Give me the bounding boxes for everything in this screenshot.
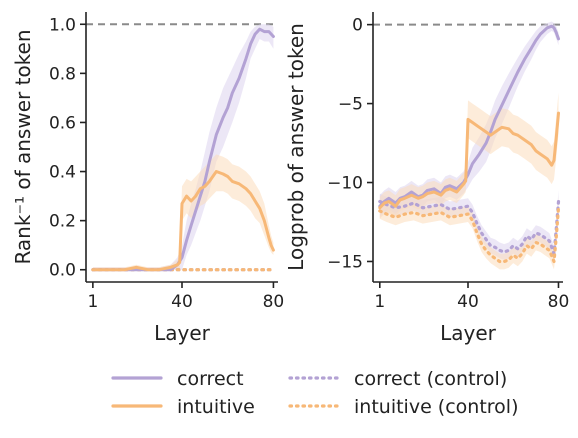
y-axis-label: Rank⁻¹ of answer token (11, 29, 35, 264)
legend-label: correct (177, 368, 244, 390)
legend-label: intuitive (control) (354, 396, 518, 418)
x-axis-label: Layer (440, 321, 497, 345)
y-tick-label: 0.2 (49, 212, 76, 232)
confidence-band-intuitive (379, 92, 559, 219)
y-tick-label: 0.4 (49, 163, 76, 183)
confidence-band-correct (92, 24, 274, 270)
series-line-intuitive (378, 111, 560, 210)
series-line-intuitive-control (378, 206, 561, 264)
y-tick-label: 1.0 (49, 15, 76, 35)
legend-label: correct (control) (354, 368, 507, 390)
x-tick-label: 80 (263, 292, 285, 312)
y-axis-label: Logprob of answer token (284, 23, 308, 271)
x-axis-label: Layer (154, 321, 211, 345)
series-line-intuitive (91, 170, 275, 272)
x-tick-label: 40 (171, 292, 193, 312)
y-tick-label: −15 (327, 252, 363, 272)
y-tick-label: −5 (338, 95, 363, 115)
series-line-correct (378, 24, 560, 208)
x-tick-label: 1 (374, 292, 385, 312)
x-tick-label: 80 (548, 292, 570, 312)
y-tick-label: 0.0 (49, 261, 76, 281)
rank-panel: 0.0 0.2 0.4 0.6 0.8 1.0 1 40 80 Layer Rank⁻¹ of an… (11, 12, 284, 345)
y-tick-label: 0.6 (49, 113, 76, 133)
y-tick-label: 0.8 (49, 64, 76, 84)
x-tick-label: 40 (457, 292, 479, 312)
y-tick-label: −10 (327, 174, 363, 194)
y-tick-label: 0 (352, 16, 363, 36)
confidence-band-correct (379, 21, 559, 218)
legend-label: intuitive (177, 396, 255, 418)
series-line-correct-control (378, 199, 561, 256)
legend: correct intuitive correct (control) intuiti… (111, 368, 518, 418)
logprob-panel: −15 −10 −5 0 1 40 80 Layer Logprob of answer tok… (284, 12, 569, 345)
x-tick-label: 1 (87, 292, 98, 312)
